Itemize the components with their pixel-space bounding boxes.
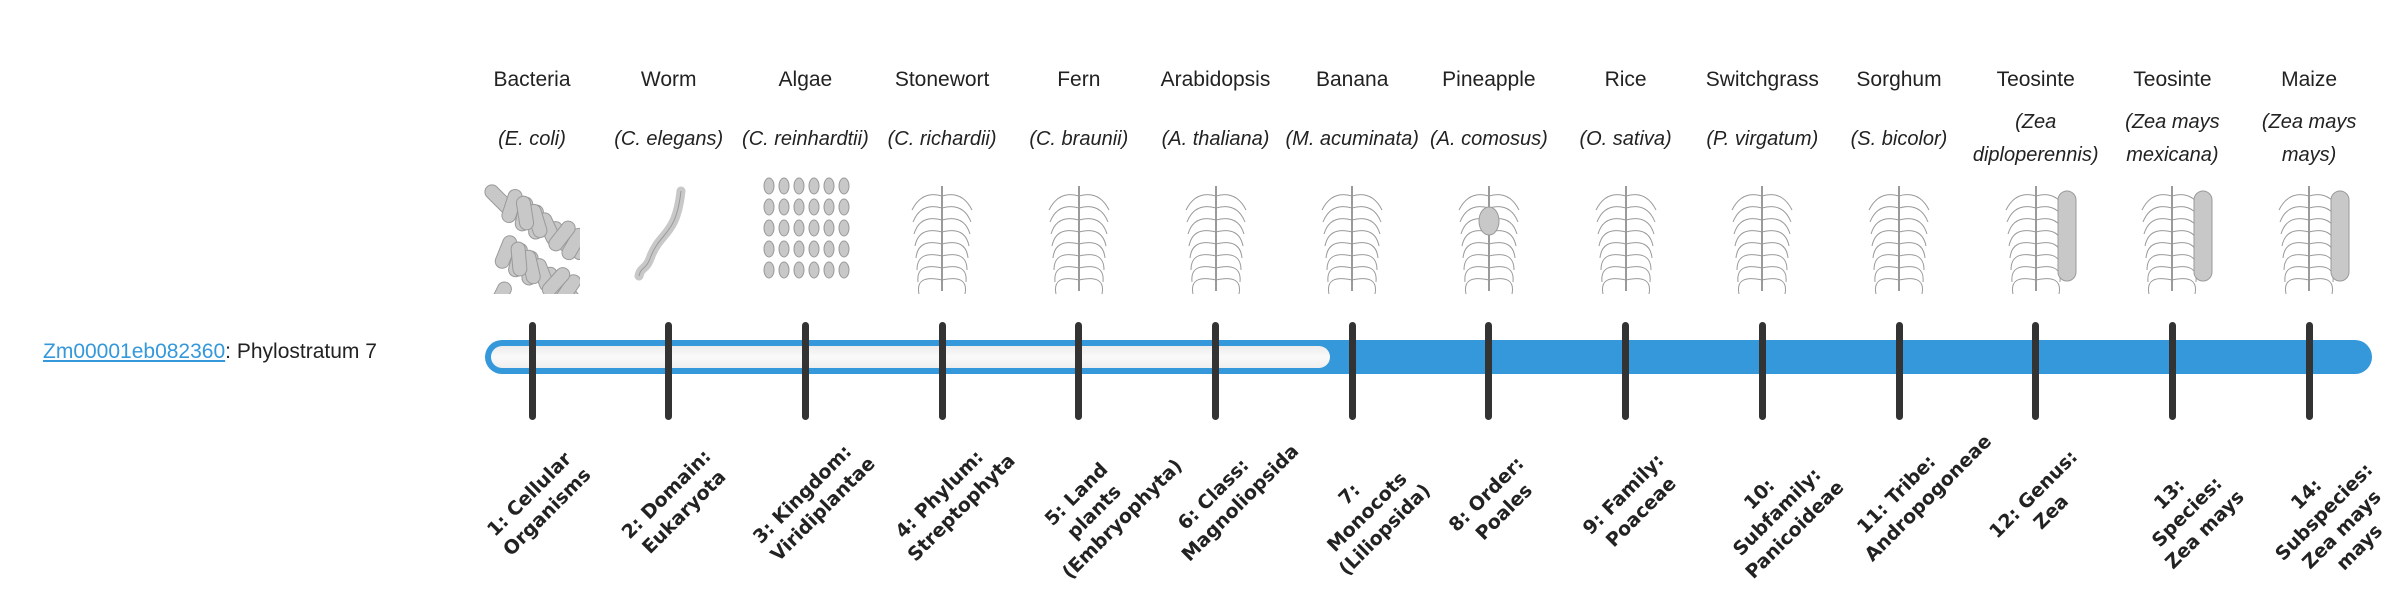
species-name: (P. virgatum) — [1706, 127, 1819, 150]
common-name: Rice — [1604, 68, 1647, 91]
common-name: Fern — [1057, 68, 1101, 91]
stratum-label: 1: Cellular Organisms — [483, 447, 596, 561]
stratum-tick — [2168, 322, 2176, 420]
common-name: Banana — [1315, 68, 1389, 91]
species-name: (A. thaliana) — [1161, 127, 1270, 150]
switchgrass-illustration — [1714, 176, 1810, 295]
stratum-tick — [1212, 322, 1219, 420]
banana-illustration — [1304, 176, 1400, 295]
species-name: (C. braunii) — [1029, 127, 1129, 150]
stratum-label: 6: Class: Magnoliopsida — [1173, 440, 1303, 566]
species-name: (Zea diploperennis) — [1972, 111, 2099, 166]
common-name: Teosinte — [1996, 68, 2075, 91]
stratum-label: 12: Genus: Zea — [1984, 445, 2082, 543]
common-name: Switchgrass — [1705, 68, 1819, 91]
species-name: (Zea mays mays) — [2261, 111, 2357, 166]
stonewort-illustration — [894, 176, 990, 295]
stratum-label: 10: Subfamily: Panicoideae — [1729, 463, 1849, 584]
species-name: (C. elegans) — [614, 127, 724, 150]
phylostratum-bar — [485, 340, 2372, 374]
common-name: Worm — [640, 68, 697, 91]
species-name: (C. reinhardtii) — [742, 127, 869, 150]
species-name: (A. comosus) — [1429, 127, 1548, 150]
phylostratum-label: Phylostratum 7 — [236, 340, 377, 363]
teosinte-illustration — [1988, 176, 2084, 295]
stratum-label: 14: Subspecies: Zea mays mays — [2271, 459, 2388, 575]
stratum-tick — [801, 322, 809, 420]
maize-illustration — [2261, 176, 2357, 295]
gene-separator: : — [225, 340, 231, 363]
common-name: Sorghum — [1856, 68, 1942, 91]
species-name: (E. coli) — [498, 127, 566, 150]
stratum-tick — [938, 322, 946, 420]
stratum-label: 2: Domain: Eukaryota — [617, 445, 731, 559]
stratum-label: 9: Family: Poaceae — [1578, 449, 1681, 552]
common-name: Teosinte — [2133, 68, 2212, 91]
common-name: Pineapple — [1442, 68, 1536, 91]
worm-illustration — [621, 176, 717, 294]
stratum-tick — [1485, 322, 1493, 420]
species-name: (M. acuminata) — [1285, 127, 1419, 150]
algae-illustration — [757, 176, 853, 294]
common-name: Algae — [778, 68, 833, 91]
species-name: (O. sativa) — [1579, 127, 1672, 150]
stratum-tick — [1758, 322, 1766, 420]
stratum-tick — [1075, 322, 1083, 420]
stratum-label: 3: Kingdom: Viridiplantae — [749, 440, 881, 566]
stratum-tick — [528, 322, 536, 420]
stratum-label: 11: Tribe: Andropogoneae — [1852, 430, 1997, 566]
stratum-tick — [1622, 322, 1630, 420]
stratum-label: 4: Phylum: Streptophyta — [891, 446, 1020, 566]
species-name: (Zea mays mexicana) — [2125, 111, 2220, 166]
arabidopsis-illustration — [1168, 176, 1264, 295]
species-name: (C. richardii) — [887, 127, 997, 150]
stratum-tick — [1895, 322, 1903, 420]
teosinte-mexicana-illustration — [2124, 176, 2220, 295]
fern-illustration — [1031, 176, 1127, 295]
gene-heading: Zm00001eb082360: Phylostratum 7 — [43, 340, 377, 364]
bacteria-illustration — [484, 176, 588, 315]
gene-id-link[interactable]: Zm00001eb082360 — [43, 340, 226, 363]
stratum-label: 8: Order: Poales — [1444, 452, 1537, 545]
species-name: (S. bicolor) — [1850, 127, 1948, 150]
stratum-label: 7: Monocots (Liliopsida) — [1323, 467, 1436, 580]
sorghum-illustration — [1851, 176, 1947, 295]
pineapple-illustration — [1441, 176, 1537, 295]
common-name: Stonewort — [894, 68, 990, 91]
stratum-tick — [2032, 322, 2040, 420]
bar-empty-segment — [491, 346, 1331, 368]
stratum-tick — [1348, 322, 1356, 420]
common-name: Bacteria — [493, 68, 571, 91]
common-name: Arabidopsis — [1160, 68, 1271, 91]
stratum-tick — [665, 322, 673, 420]
rice-illustration — [1578, 176, 1674, 295]
stratum-tick — [2305, 322, 2313, 420]
common-name: Maize — [2281, 68, 2338, 91]
stratum-label: 5: Land plants (Embryophyta) — [1040, 454, 1187, 584]
stratum-label: 13: Species: Zea mays — [2148, 472, 2250, 574]
